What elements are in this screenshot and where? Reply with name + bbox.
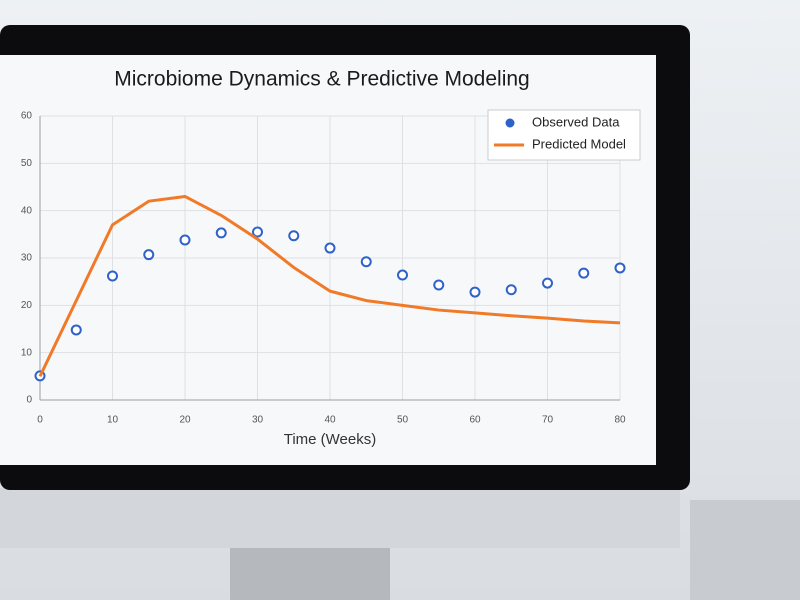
data-point <box>324 242 336 254</box>
data-point <box>433 279 445 291</box>
data-point <box>542 277 553 289</box>
lab-equipment <box>690 500 800 600</box>
monitor-stand <box>230 540 390 600</box>
x-tick-label: 40 <box>324 415 336 426</box>
data-point <box>70 324 82 336</box>
data-point <box>107 270 118 282</box>
x-axis-label: Time (Weeks) <box>284 431 377 448</box>
y-tick-label: 50 <box>21 158 33 169</box>
x-tick-label: 10 <box>107 415 119 426</box>
legend-box <box>487 109 641 161</box>
x-tick-label: 60 <box>469 415 481 426</box>
legend-label: Observed Data <box>532 114 620 129</box>
data-point <box>288 230 300 242</box>
data-point <box>360 256 372 268</box>
y-tick-label: 20 <box>21 300 33 311</box>
data-point <box>179 234 191 246</box>
legend-label: Predicted Model <box>532 136 626 151</box>
x-tick-label: 30 <box>252 415 264 426</box>
data-point <box>505 284 517 296</box>
data-point <box>578 267 590 279</box>
y-tick-label: 10 <box>21 347 33 358</box>
y-tick-label: 30 <box>21 253 33 264</box>
y-tick-label: 40 <box>21 205 33 216</box>
legend-swatch <box>505 118 515 128</box>
x-tick-label: 70 <box>542 415 554 426</box>
data-point <box>143 249 155 261</box>
data-point <box>397 269 408 281</box>
chart-title: Microbiome Dynamics & Predictive Modelin… <box>114 68 529 91</box>
chart: 0 10 20 30 40 50 60 0 10 20 30 40 50 60 70 80 <box>21 111 626 426</box>
model-line <box>38 194 621 377</box>
x-tick-label: 80 <box>614 415 626 426</box>
y-tick-label: 60 <box>21 111 33 122</box>
y-tick-label: 0 <box>26 395 32 406</box>
data-point <box>215 227 227 239</box>
x-tick-label: 20 <box>179 415 191 426</box>
data-point <box>469 286 481 298</box>
data-point <box>252 226 263 238</box>
x-tick-label: 50 <box>397 415 409 426</box>
data-point <box>614 262 626 274</box>
monitor-chin <box>0 488 680 548</box>
x-tick-label: 0 <box>37 415 43 426</box>
